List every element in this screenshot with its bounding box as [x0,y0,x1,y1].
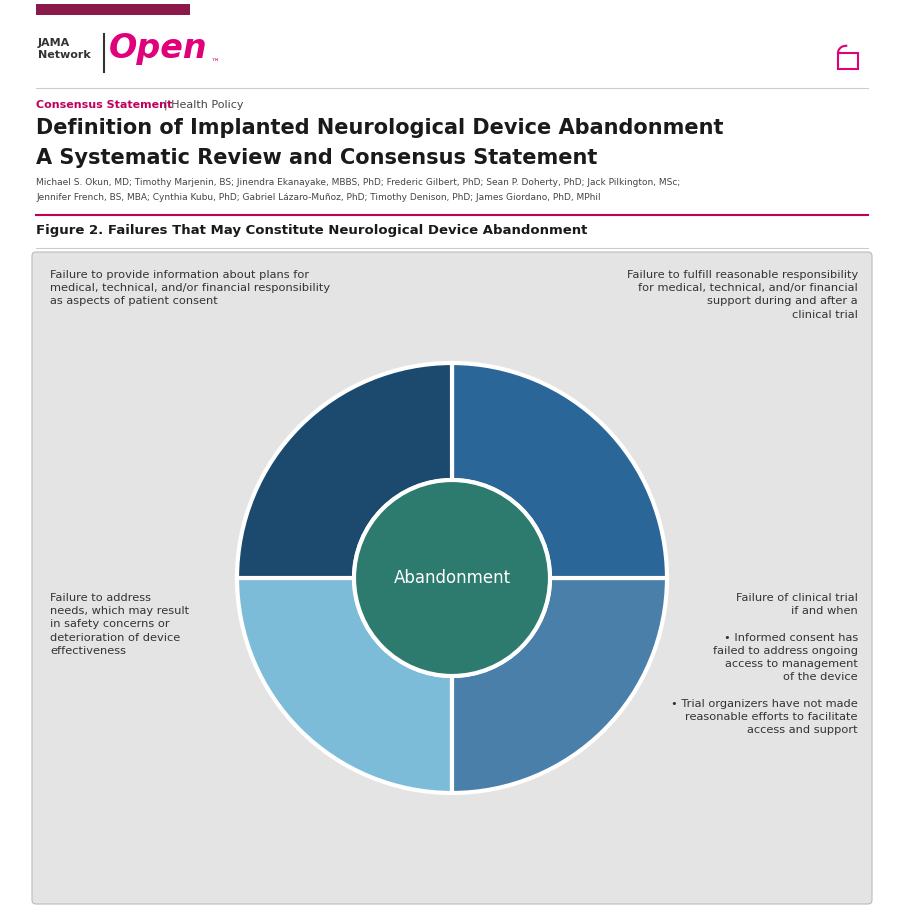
Text: Open: Open [109,32,208,65]
Text: Definition of Implanted Neurological Device Abandonment: Definition of Implanted Neurological Dev… [36,118,722,138]
Circle shape [354,480,549,676]
Text: Failure of clinical trial
if and when

• Informed consent has
failed to address : Failure of clinical trial if and when • … [671,593,857,735]
Text: Michael S. Okun, MD; Timothy Marjenin, BS; Jinendra Ekanayake, MBBS, PhD; Freder: Michael S. Okun, MD; Timothy Marjenin, B… [36,178,679,187]
Text: Jennifer French, BS, MBA; Cynthia Kubu, PhD; Gabriel Lázaro-Muñoz, PhD; Timothy : Jennifer French, BS, MBA; Cynthia Kubu, … [36,193,600,202]
Wedge shape [237,363,452,578]
Wedge shape [452,363,666,578]
Text: Failure to provide information about plans for
medical, technical, and/or financ: Failure to provide information about pla… [50,270,330,306]
Text: A Systematic Review and Consensus Statement: A Systematic Review and Consensus Statem… [36,148,597,168]
FancyBboxPatch shape [32,252,871,904]
Wedge shape [452,578,666,793]
Text: | Health Policy: | Health Policy [163,100,243,111]
Text: Failure to address
needs, which may result
in safety concerns or
deterioration o: Failure to address needs, which may resu… [50,593,189,656]
Wedge shape [237,578,452,793]
Text: JAMA
Network: JAMA Network [38,38,90,60]
Bar [837,53,857,69]
Text: Abandonment: Abandonment [393,569,510,587]
Circle shape [351,478,552,678]
Text: ™: ™ [210,58,219,67]
Text: Consensus Statement: Consensus Statement [36,100,172,110]
Text: Figure 2. Failures That May Constitute Neurological Device Abandonment: Figure 2. Failures That May Constitute N… [36,224,587,237]
Text: Failure to fulfill reasonable responsibility
for medical, technical, and/or fina: Failure to fulfill reasonable responsibi… [626,270,857,320]
Bar [36,4,190,15]
